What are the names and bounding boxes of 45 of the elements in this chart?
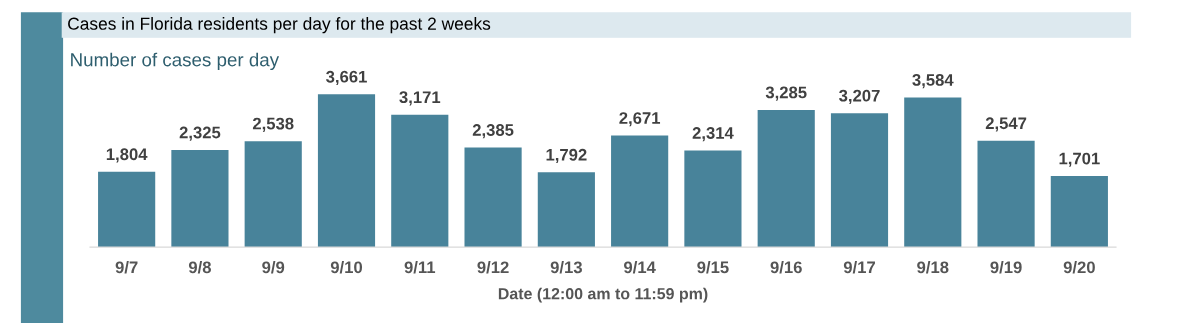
bar — [171, 150, 229, 248]
bar — [904, 97, 962, 248]
x-tick-label: 9/10 — [330, 260, 363, 274]
data-label: 3,207 — [839, 89, 880, 104]
chart-title: Cases in Florida residents per day for the past 2 weeks — [68, 17, 491, 34]
bar — [98, 171, 156, 248]
x-tick-label: 9/11 — [404, 260, 436, 274]
bar — [830, 113, 889, 248]
bar — [391, 114, 449, 248]
x-axis-title: Date (12:00 am to 11:59 pm) — [498, 287, 708, 303]
bar — [464, 147, 522, 248]
data-label: 3,661 — [326, 70, 367, 86]
x-tick-label: 9/7 — [115, 260, 138, 274]
x-tick-label: 9/13 — [550, 260, 582, 274]
bar — [684, 150, 742, 248]
x-tick-label: 9/20 — [1063, 260, 1095, 274]
bar — [537, 172, 595, 248]
x-tick-label: 9/16 — [770, 260, 802, 274]
x-tick-label: 9/8 — [188, 260, 211, 274]
data-label: 1,792 — [546, 148, 587, 164]
x-tick-label: 9/9 — [262, 260, 285, 274]
x-tick-label: 9/18 — [917, 260, 949, 274]
chart-subtitle: Number of cases per day — [71, 52, 280, 71]
data-label: 1,701 — [1059, 152, 1100, 167]
data-label: 1,804 — [106, 148, 148, 163]
data-label: 3,285 — [765, 86, 807, 101]
x-tick-label: 9/19 — [990, 260, 1022, 274]
bar — [317, 94, 376, 248]
x-tick-label: 9/17 — [843, 260, 875, 274]
bar — [1050, 176, 1108, 248]
data-label: 2,547 — [985, 117, 1027, 132]
data-label: 2,671 — [619, 112, 661, 127]
data-label: 3,584 — [912, 74, 954, 89]
bar — [757, 109, 815, 248]
data-label: 3,171 — [399, 91, 441, 106]
x-tick-label: 9/12 — [477, 260, 509, 274]
bar — [977, 140, 1035, 248]
x-tick-label: 9/14 — [624, 260, 656, 274]
bar — [244, 141, 302, 248]
x-tick-label: 9/15 — [697, 260, 729, 274]
data-label: 2,385 — [472, 124, 514, 139]
data-label: 2,538 — [252, 117, 294, 132]
bar — [611, 135, 669, 248]
data-label: 2,314 — [692, 127, 734, 142]
data-label: 2,325 — [179, 126, 221, 141]
